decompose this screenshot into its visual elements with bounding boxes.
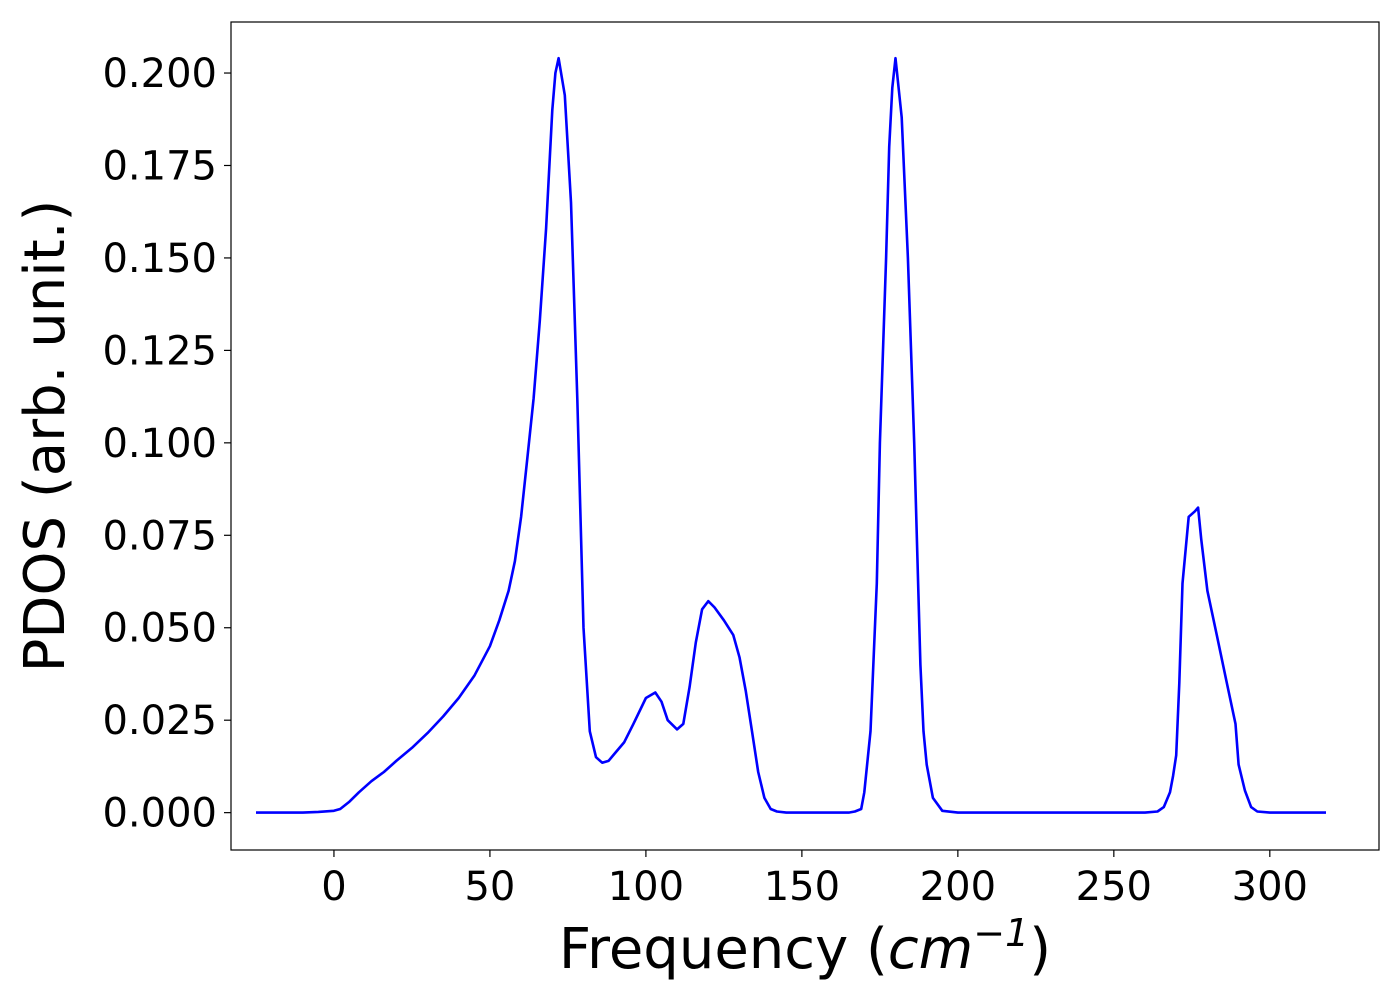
- x-axis-label-text: Frequency (: [559, 917, 888, 982]
- y-tick-label: 0.125: [102, 328, 217, 374]
- x-tick-label: 250: [1076, 864, 1152, 910]
- y-tick-label: 0.100: [102, 421, 217, 467]
- y-tick-label: 0.075: [102, 513, 217, 559]
- x-tick-label: 0: [321, 864, 346, 910]
- x-axis-unit-exponent: −1: [973, 911, 1029, 955]
- plot-series: [256, 56, 1326, 814]
- x-tick-label: 100: [608, 864, 684, 910]
- y-tick-label: 0.025: [102, 698, 217, 744]
- y-tick-label: 0.150: [102, 236, 217, 282]
- axis-tick-labels: 0 50 100 150 200 250 300 0.000 0.025 0.050 0.075 0.…: [102, 51, 1308, 910]
- y-axis-label: PDOS (arb. unit.): [13, 200, 78, 673]
- x-tick-label: 50: [464, 864, 515, 910]
- x-axis-unit: cm: [888, 917, 973, 982]
- x-tick-label: 150: [764, 864, 840, 910]
- y-tick-label: 0.000: [102, 791, 217, 837]
- y-tick-label: 0.200: [102, 51, 217, 97]
- pdos-series-line: [256, 56, 1326, 814]
- y-tick-label: 0.175: [102, 143, 217, 189]
- plot-frame: [230, 21, 1380, 851]
- x-axis-label-close: ): [1029, 917, 1051, 982]
- x-tick-label: 200: [920, 864, 996, 910]
- axis-ticks: [224, 72, 1271, 857]
- y-tick-label: 0.050: [102, 606, 217, 652]
- x-axis-label: Frequency (cm−1): [559, 911, 1051, 982]
- x-tick-label: 300: [1232, 864, 1308, 910]
